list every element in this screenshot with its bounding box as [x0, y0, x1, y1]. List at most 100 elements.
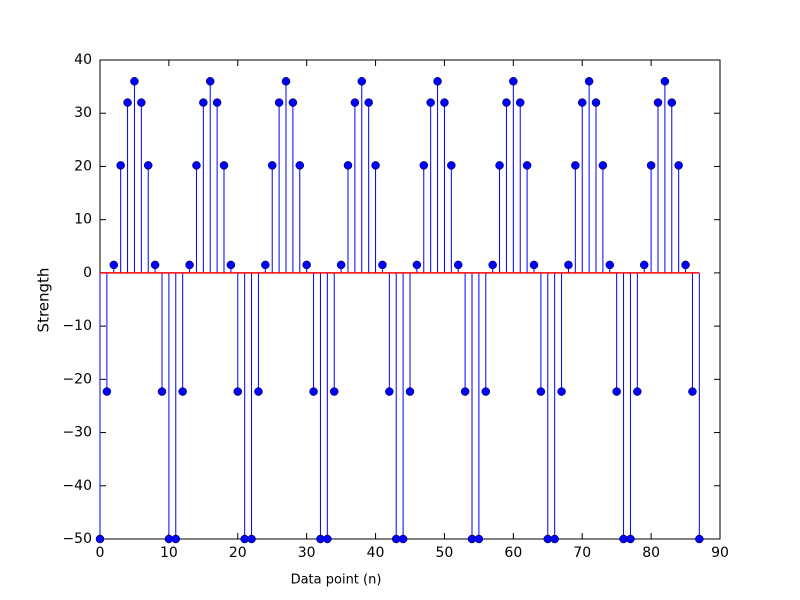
stem-marker [660, 77, 670, 86]
y-tick-label: 20 [74, 158, 92, 174]
stem-marker [130, 77, 139, 86]
stem-marker [509, 77, 518, 86]
stem-marker [302, 260, 311, 270]
stem-marker [123, 98, 132, 107]
y-tick-label: 40 [74, 52, 92, 68]
stem-marker [557, 387, 566, 396]
stem-marker [371, 161, 380, 170]
stem-marker [233, 387, 243, 396]
stem-marker [199, 98, 208, 107]
stem-marker [247, 534, 256, 544]
x-tick-label: 50 [436, 545, 454, 561]
stem-marker [453, 260, 463, 270]
stem-marker [433, 77, 442, 86]
x-axis-label: Data point (n) [291, 573, 382, 588]
x-tick-label: 90 [711, 545, 729, 561]
stem-marker [522, 161, 532, 170]
stem-marker [267, 161, 277, 170]
stem-marker [254, 387, 263, 396]
stem-marker [495, 161, 504, 170]
x-tick-label: 40 [367, 545, 385, 561]
x-tick-label: 30 [298, 545, 316, 561]
stem-marker [646, 161, 656, 170]
stem-marker [157, 387, 167, 396]
stem-marker [288, 98, 298, 107]
y-tick-label: −40 [62, 478, 92, 494]
stem-marker [364, 98, 373, 107]
x-tick-label: 80 [642, 545, 660, 561]
stem-marker [219, 161, 229, 170]
stem-marker [639, 260, 649, 270]
stem-marker [205, 77, 215, 86]
stem-marker [185, 260, 194, 270]
stem-marker [323, 534, 332, 544]
stem-marker [591, 98, 601, 107]
stem-marker [447, 161, 456, 170]
stem-marker [171, 534, 181, 544]
stem-marker [460, 387, 470, 396]
x-tick-label: 60 [504, 545, 522, 561]
stem-marker [598, 161, 608, 170]
stem-marker [109, 260, 119, 270]
stem-marker [550, 534, 559, 544]
stem-marker [667, 98, 677, 107]
stem-marker [295, 161, 305, 170]
stem-marker [674, 161, 683, 170]
stem-marker [612, 387, 621, 396]
stem-marker [564, 260, 573, 270]
stem-marker [261, 260, 270, 270]
stem-marker [529, 260, 539, 270]
stem-marker [102, 387, 112, 396]
stem-marker [440, 98, 449, 107]
stem-marker [412, 260, 422, 270]
x-tick-label: 0 [96, 545, 105, 561]
y-tick-label: −50 [62, 531, 92, 547]
y-tick-label: −30 [62, 425, 92, 441]
stem-marker [143, 161, 153, 170]
y-tick-label: −20 [62, 371, 92, 387]
stem-marker [571, 161, 580, 170]
stem-marker [695, 534, 704, 544]
stem-marker [536, 387, 546, 396]
y-tick-label: −10 [62, 318, 92, 334]
stem-marker [398, 534, 408, 544]
stem-marker [488, 260, 497, 270]
stem-marker [378, 260, 387, 270]
y-axis-label: Strength [35, 268, 53, 333]
stem-marker [336, 260, 346, 270]
stem-marker [502, 98, 511, 107]
stem-marker [192, 161, 201, 170]
stem-marker [357, 77, 367, 86]
stem-marker [309, 387, 318, 396]
stem-marker [474, 534, 484, 544]
stem-marker [329, 387, 339, 396]
stem-marker [688, 387, 697, 396]
stem-marker [116, 161, 125, 170]
y-tick-label: 30 [74, 105, 92, 121]
stem-marker [212, 98, 222, 107]
stem-marker [343, 161, 353, 170]
stem-marker [626, 534, 635, 544]
stem-marker [95, 534, 105, 544]
stem-marker [584, 77, 594, 86]
stem-marker [274, 98, 284, 107]
x-tick-label: 20 [229, 545, 247, 561]
stem-marker [605, 260, 615, 270]
stem-marker [281, 77, 291, 86]
stem-marker [515, 98, 525, 107]
y-tick-label: 10 [74, 212, 92, 228]
stem-marker [405, 387, 415, 396]
stem-marker [178, 387, 187, 396]
stem-marker [633, 387, 642, 396]
stem-marker [350, 98, 360, 107]
stem-marker [150, 260, 160, 270]
stem-marker [226, 260, 236, 270]
stem-marker [681, 260, 690, 270]
stem-marker [577, 98, 587, 107]
y-tick-label: 0 [83, 265, 92, 281]
x-tick-label: 70 [573, 545, 591, 561]
stem-marker [653, 98, 663, 107]
stem-marker [419, 161, 429, 170]
stem-marker [426, 98, 435, 107]
